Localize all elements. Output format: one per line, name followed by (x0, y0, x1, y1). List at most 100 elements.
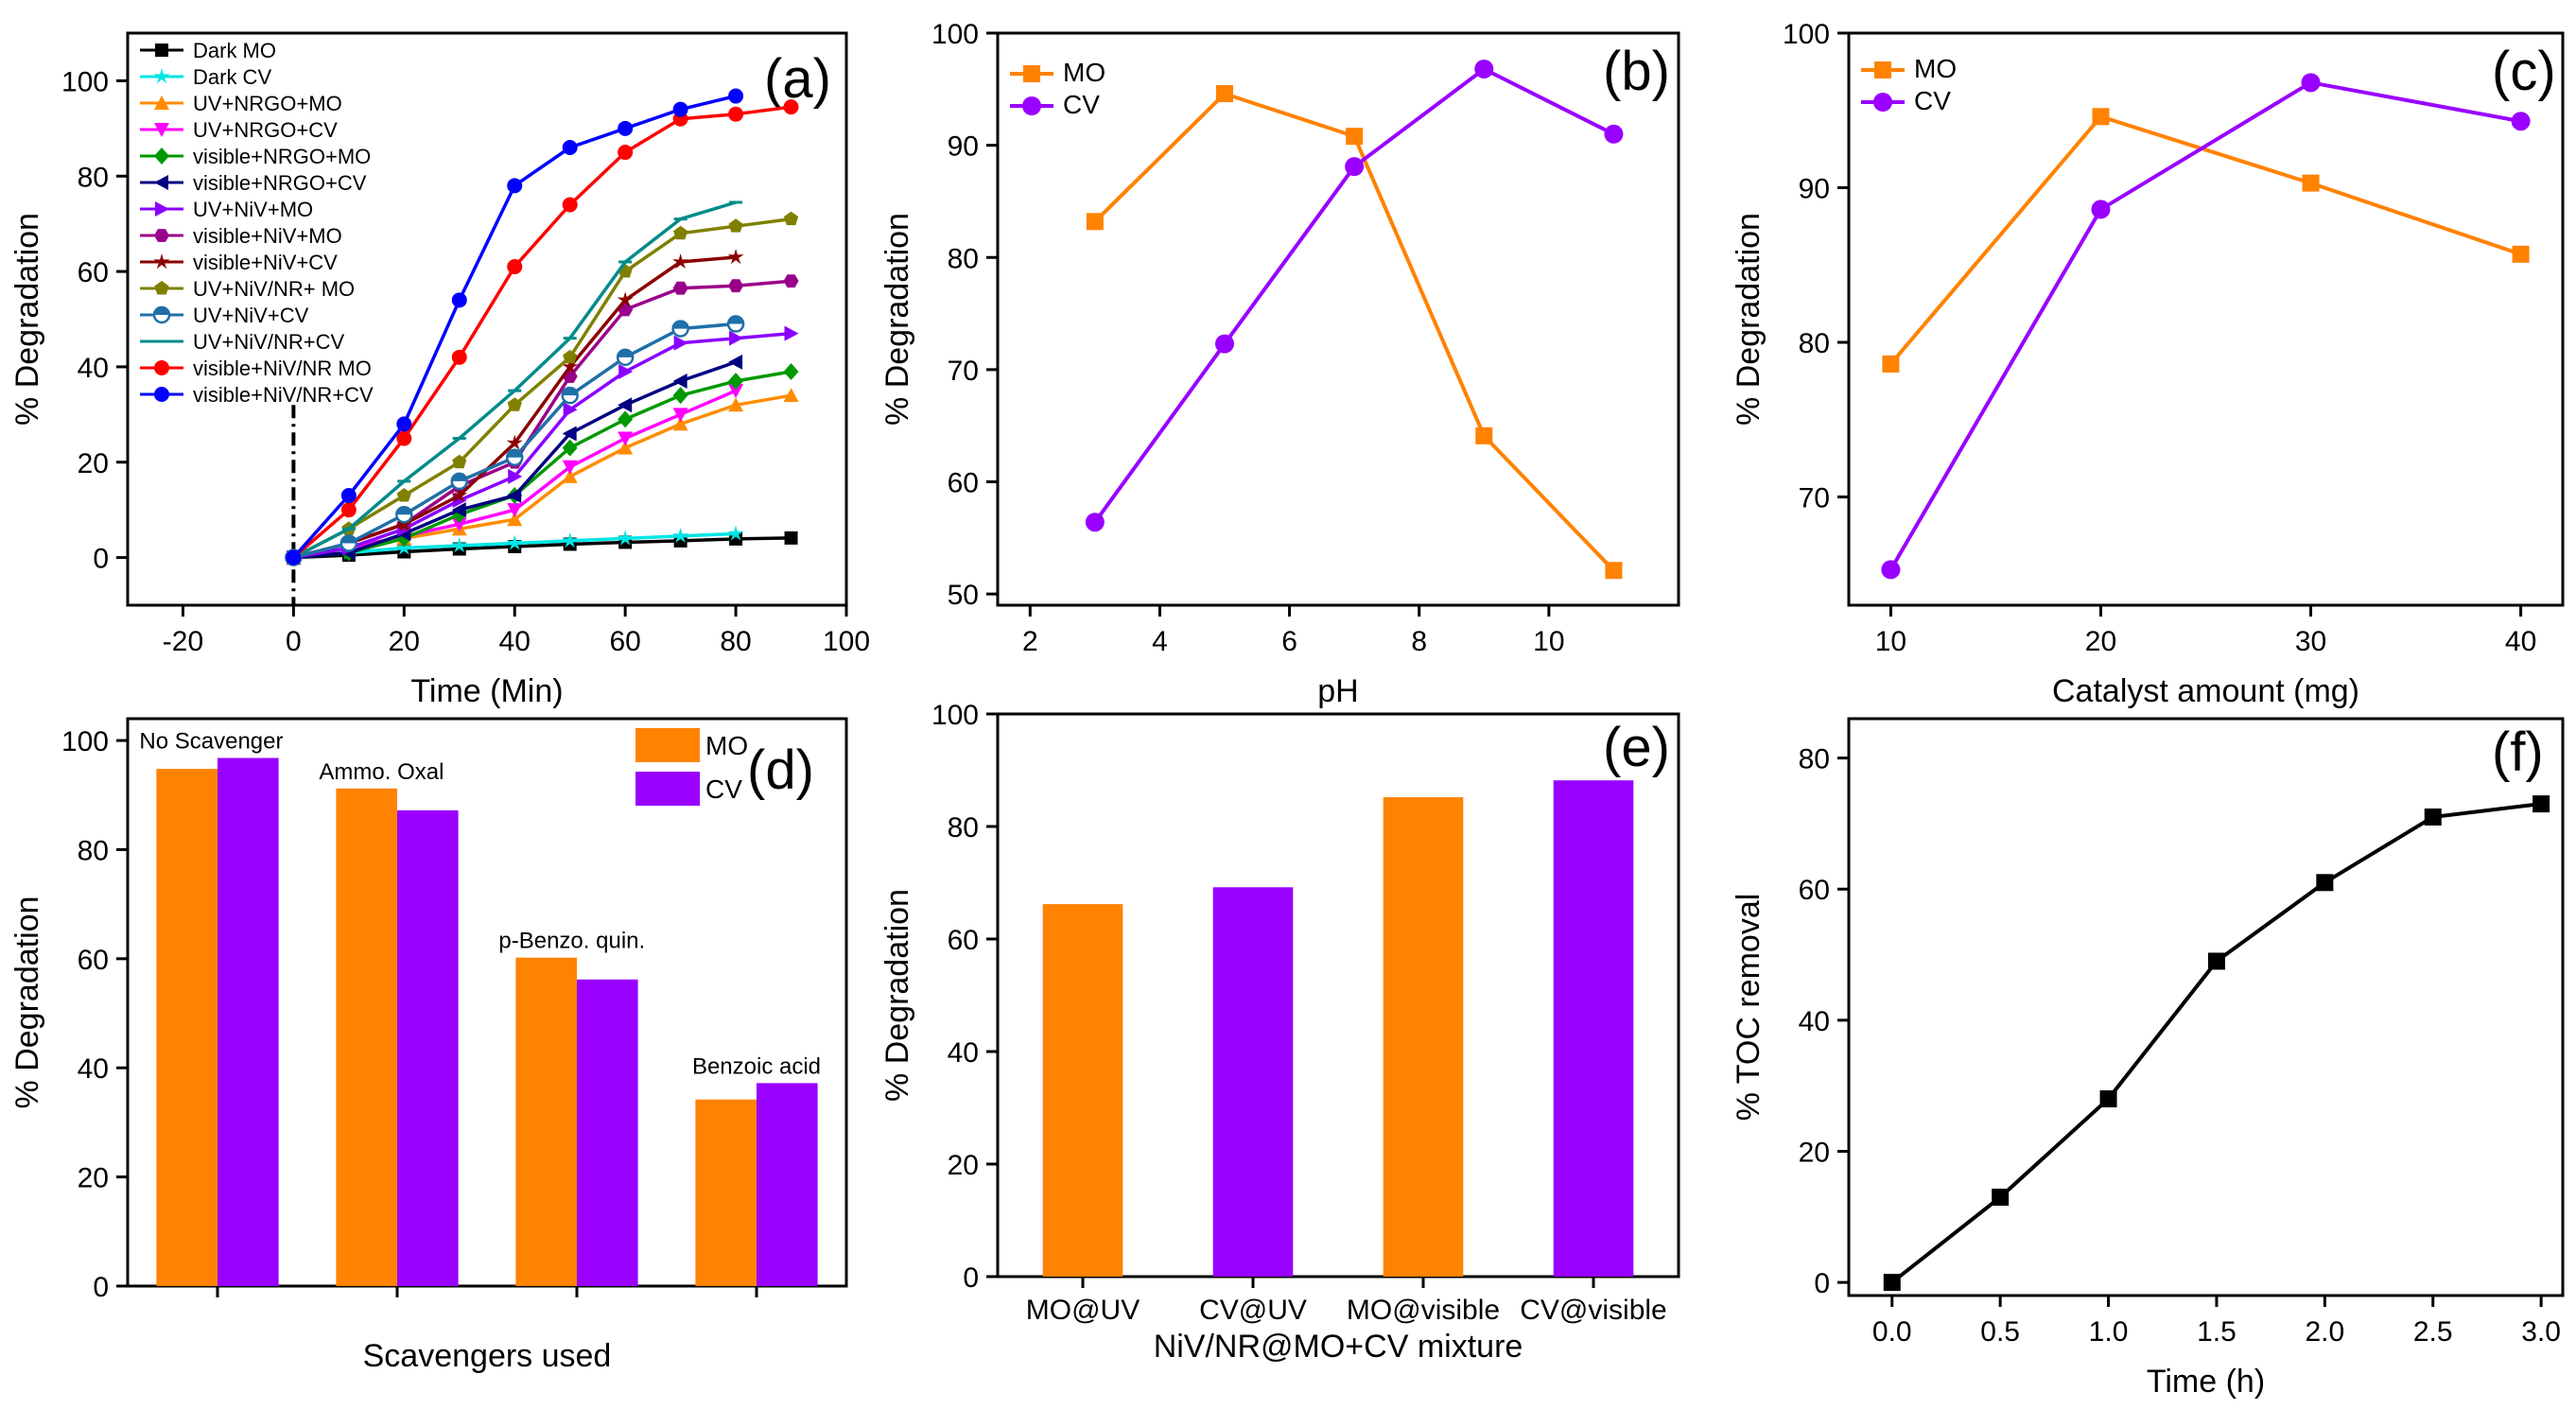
y-tick-label-a: 40 (78, 353, 109, 384)
y-tick-label-a: 60 (78, 257, 109, 288)
legend-entry-label: visible+NiV/NR+CV (193, 383, 374, 407)
data-point-dark-cv (451, 536, 468, 553)
y-axis-title-c: % Degradation (1731, 213, 1767, 426)
data-point-toc (2532, 795, 2550, 813)
data-point-uv-niv-mo (673, 335, 688, 351)
data-point-uv-nrgo-mo (728, 397, 744, 412)
y-axis-title-a: % Degradation (9, 213, 45, 426)
data-point-visible-niv-nr-mo (396, 430, 412, 446)
y-tick-label-a: 0 (93, 544, 109, 575)
data-point-visible-nrgo-cv (618, 397, 633, 413)
data-point-visible-niv-nr-mo (451, 349, 467, 365)
y-tick-label-e: 0 (963, 1262, 979, 1294)
legend-marker (154, 123, 169, 137)
y-tick-label-e: 60 (948, 925, 979, 956)
category-label-ammo-oxal: Ammo. Oxal (319, 759, 444, 785)
data-point-mo (2092, 108, 2110, 126)
data-point-uv-nrgo-cv (672, 408, 688, 423)
series-toc (1883, 795, 2550, 1292)
bar-cv-no-scavenger (218, 757, 279, 1286)
category-label-benzoic-acid: Benzoic acid (692, 1053, 821, 1079)
data-point-dark-mo (729, 531, 743, 546)
bar-mo-ammo-oxal (336, 788, 397, 1286)
y-tick-label-e: 40 (948, 1037, 979, 1069)
y-tick-label-c: 80 (1799, 328, 1830, 359)
x-tick-label-a: 0 (286, 626, 302, 657)
legend-marker (154, 148, 169, 165)
data-point-uv-nrgo-cv (618, 431, 634, 446)
series-line-uv-niv-mo (293, 331, 792, 560)
legend-entry-label: UV+NiV/NR+ MO (193, 277, 355, 301)
legend-b: MO CV (1010, 58, 1105, 119)
panel-label-f: (f) (2492, 722, 2544, 783)
bar-cv-benzoic-acid (757, 1083, 818, 1286)
legend-a: Dark MO Dark CV UV+NRGO+MO UV+NRGO+CV visibl… (140, 39, 374, 407)
x-tick-label-a: 80 (720, 626, 751, 657)
y-tick-label-e: 20 (948, 1150, 979, 1181)
category-label-no-scavenger: No Scavenger (139, 729, 283, 755)
y-axis-title-e: % Degradation (879, 889, 915, 1102)
y-tick-label-b: 60 (948, 468, 979, 499)
data-point-cv (1215, 334, 1234, 354)
x-tick-label-f: 2.5 (2413, 1316, 2453, 1348)
data-point-uv-nrgo-mo (618, 440, 634, 455)
legend-marker (152, 305, 171, 324)
legend-entry-label: visible+NiV+MO (193, 224, 342, 248)
data-point-visible-niv-nr-mo (340, 502, 357, 518)
x-tick-label-b: 6 (1281, 626, 1297, 657)
legend-entry-label: UV+NRGO+MO (193, 92, 342, 115)
x-tick-label-f: 0.5 (1980, 1316, 2020, 1348)
y-tick-label-d: 60 (78, 945, 109, 976)
x-axis-title-a: Time (Min) (410, 673, 563, 709)
y-tick-label-f: 80 (1799, 744, 1830, 775)
x-tick-label-c: 20 (2085, 626, 2116, 657)
y-tick-label-e: 80 (948, 812, 979, 844)
data-point-uv-nrgo-mo (672, 416, 688, 431)
legend-marker (1022, 96, 1041, 115)
series-line-mo (1888, 114, 2522, 366)
legend-d: MO CV (635, 728, 748, 806)
data-point-visible-niv-nr-cv (562, 140, 578, 155)
axes-frame-f (1847, 717, 2565, 1297)
y-tick-label-b: 50 (948, 580, 979, 611)
data-point-uv-niv-nr-mo (507, 397, 522, 411)
data-point-toc (2316, 874, 2334, 892)
data-point-uv-niv-cv (671, 320, 689, 338)
data-point-cv (1881, 560, 1901, 580)
data-point-cv (2301, 73, 2321, 93)
y-tick-label-d: 20 (78, 1163, 109, 1194)
y-tick-label-e: 100 (931, 700, 979, 731)
x-tick-label-e: CV@visible (1520, 1295, 1667, 1326)
data-point-mo (1882, 355, 1900, 373)
data-point-visible-nrgo-mo (728, 373, 744, 391)
x-tick-label-e: MO@UV (1026, 1295, 1140, 1326)
data-point-uv-nrgo-mo (507, 512, 523, 527)
data-point-uv-niv-nr-mo (396, 488, 411, 502)
data-point-visible-niv-cv (506, 434, 523, 450)
y-tick-label-f: 60 (1799, 875, 1830, 906)
legend-marker (154, 281, 169, 295)
series-line-visible-niv-nr-mo (292, 105, 792, 559)
data-point-cv (1474, 59, 1494, 78)
data-point-visible-nrgo-cv (562, 426, 577, 442)
legend-marker (154, 387, 169, 402)
x-tick-label-e: CV@UV (1199, 1295, 1307, 1326)
x-tick-label-f: 0.0 (1872, 1316, 1912, 1348)
legend-marker (155, 43, 168, 57)
bar-mo-benzoic-acid (695, 1099, 757, 1286)
data-point-visible-niv-cv (727, 248, 744, 265)
chart-panel-a: 0 20 40 60 80 100 -20 0 20 40 60 80 100 Time (Min) % D… (9, 31, 870, 709)
x-tick-label-a: 100 (823, 626, 870, 657)
x-tick-label-f: 1.0 (2089, 1316, 2129, 1348)
panel-label-d: (d) (747, 739, 814, 801)
data-point-dark-cv (395, 539, 412, 555)
data-point-toc (1992, 1189, 2010, 1207)
x-tick-label-c: 40 (2505, 626, 2536, 657)
legend-marker (1874, 61, 1891, 78)
axes-frame-c (1847, 31, 2565, 607)
legend-marker (154, 96, 169, 110)
x-tick-label-f: 1.5 (2197, 1316, 2237, 1348)
data-point-cv (2091, 200, 2111, 219)
data-point-visible-niv-nr-mo (728, 106, 744, 122)
